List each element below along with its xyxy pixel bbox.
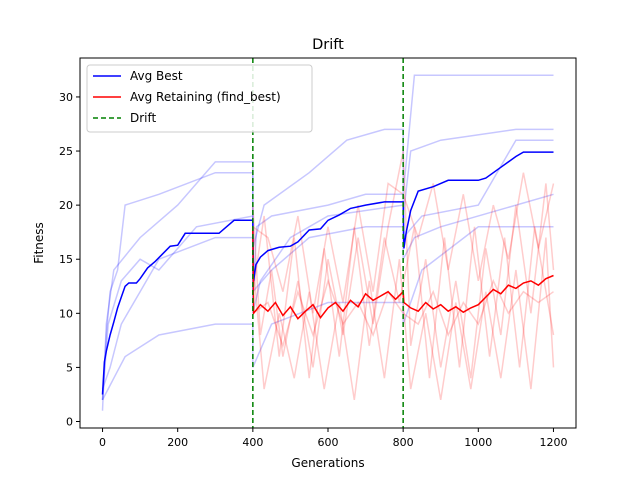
y-axis: 0 5 10 15 20 25 30 <box>59 91 80 429</box>
run-line-10 <box>252 215 555 379</box>
x-axis: 0 200 400 600 800 1000 1200 <box>99 428 567 449</box>
y-tick-label: 0 <box>66 416 73 429</box>
x-axis-label: Generations <box>291 456 364 470</box>
x-tick-label: 600 <box>318 436 339 449</box>
run-line-3 <box>101 139 554 390</box>
legend: Avg Best Avg Retaining (find_best) Drift <box>86 64 313 133</box>
y-tick-label: 15 <box>59 253 73 266</box>
series-line-avg-best <box>101 151 554 395</box>
x-tick-label: 800 <box>393 436 414 449</box>
chart-title: Drift <box>312 37 344 53</box>
individual-runs <box>101 74 555 411</box>
run-line-4 <box>101 226 554 401</box>
run-line-7 <box>252 237 555 401</box>
y-axis-label: Fitness <box>32 222 46 264</box>
legend-label-drift: Drift <box>130 111 157 125</box>
x-tick-label: 200 <box>167 436 188 449</box>
x-tick-label: 400 <box>242 436 263 449</box>
y-tick-label: 10 <box>59 307 73 320</box>
y-tick-label: 20 <box>59 199 73 212</box>
run-line-5 <box>101 193 554 400</box>
y-tick-label: 5 <box>66 361 73 374</box>
drift-markers <box>252 58 404 428</box>
x-tick-label: 1000 <box>464 436 492 449</box>
run-line-9 <box>252 278 554 349</box>
x-tick-label: 1200 <box>539 436 567 449</box>
legend-box <box>86 64 313 133</box>
y-tick-label: 25 <box>59 145 73 158</box>
y-tick-label: 30 <box>59 91 73 104</box>
legend-label-avg-retaining: Avg Retaining (find_best) <box>130 90 281 104</box>
run-line-2 <box>101 74 554 411</box>
run-line-1 <box>101 128 554 400</box>
legend-label-avg-best: Avg Best <box>130 69 183 83</box>
x-tick-label: 0 <box>99 436 106 449</box>
